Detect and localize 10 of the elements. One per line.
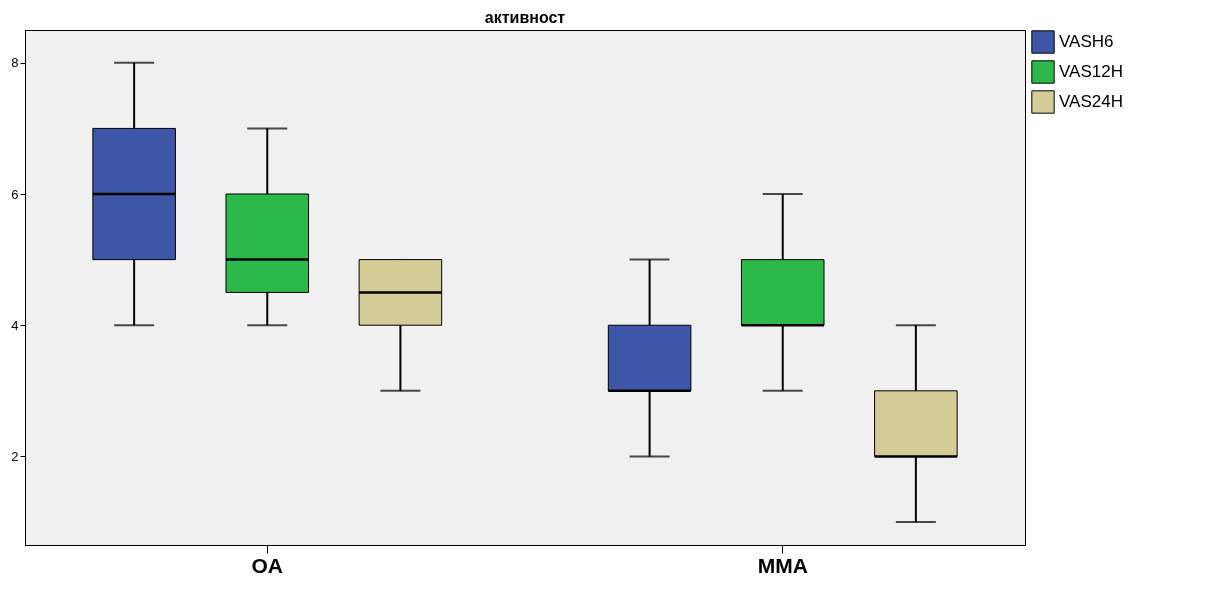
y-tick-label: 8	[11, 55, 19, 71]
y-tick-label: 6	[11, 186, 19, 202]
y-tick-label: 4	[11, 317, 19, 333]
legend-label: VASH6	[1059, 32, 1114, 51]
legend-label: VAS24H	[1059, 92, 1123, 111]
chart-title: активност	[484, 9, 566, 26]
x-tick-label: OA	[251, 553, 284, 577]
legend-label: VAS12H	[1059, 62, 1123, 81]
y-tick-label: 2	[11, 448, 19, 464]
x-tick-label: MMA	[757, 553, 808, 577]
